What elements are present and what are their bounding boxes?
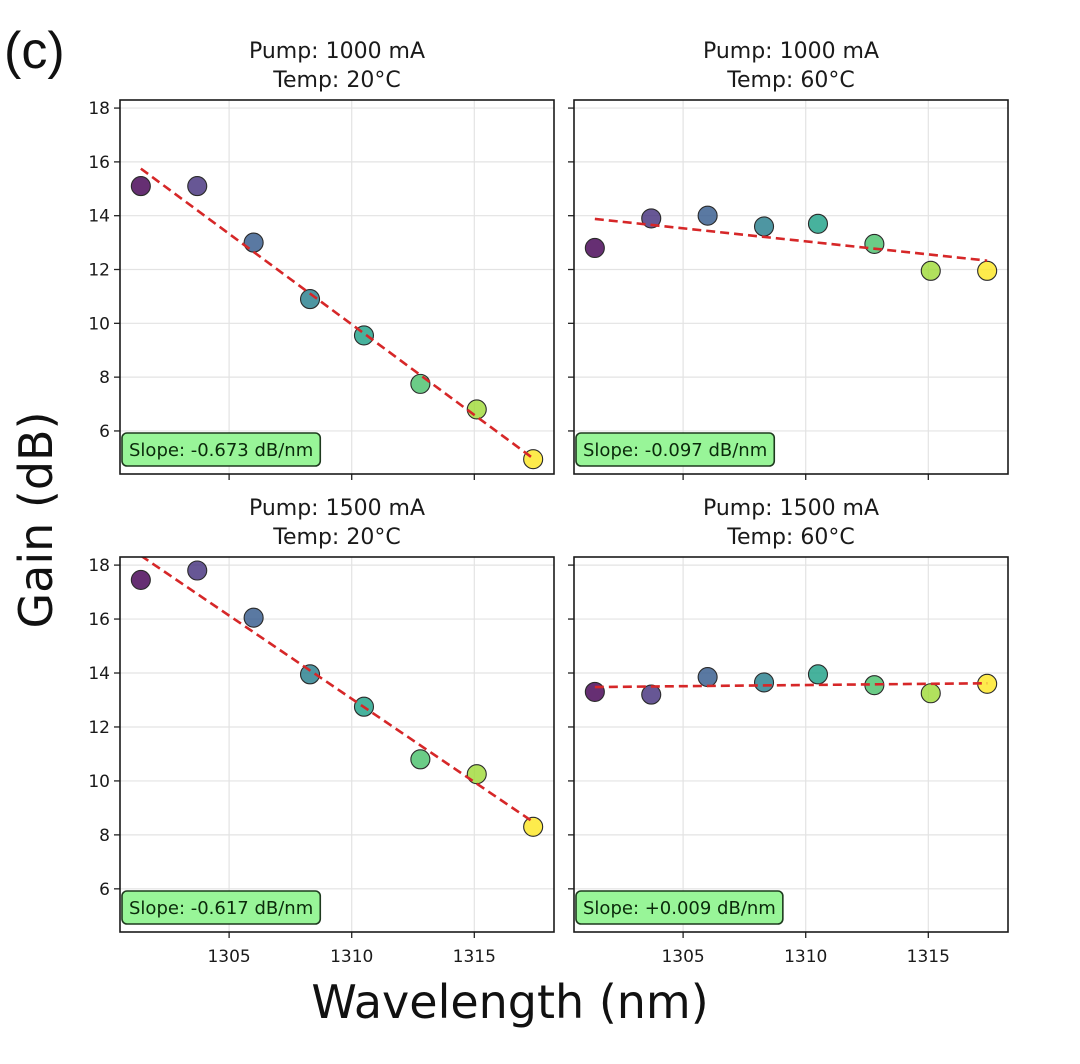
y-tick-label: 14 bbox=[88, 207, 110, 227]
data-point bbox=[697, 205, 718, 226]
plot-background bbox=[574, 100, 1008, 474]
data-point bbox=[584, 681, 605, 702]
x-tick-label: 1310 bbox=[784, 947, 827, 967]
slope-box bbox=[121, 890, 322, 925]
data-point bbox=[299, 664, 321, 685]
y-tick-label: 16 bbox=[88, 610, 110, 630]
subplot-grid: 6 8 10 12 14 16 18 Pump: 1000 mA Temp: 20°C Slope… bbox=[88, 39, 1009, 967]
data-point bbox=[243, 232, 264, 253]
fit-line bbox=[140, 557, 534, 824]
x-tick-label: 1305 bbox=[661, 947, 704, 967]
panel-title-pump: Pump: 1000 mA bbox=[249, 39, 425, 64]
panel-title-temp: Temp: 60°C bbox=[726, 68, 854, 93]
y-tick-label: 18 bbox=[88, 99, 110, 119]
data-point bbox=[187, 560, 208, 581]
panel-title-temp: Temp: 20°C bbox=[272, 68, 400, 93]
data-point bbox=[753, 216, 775, 237]
data-point bbox=[753, 672, 775, 693]
subplot-pump1000-temp60: Pump: 1000 mA Temp: 60°C Slope: -0.097 dB/… bbox=[568, 39, 1009, 480]
slope-box bbox=[575, 432, 776, 467]
data-point bbox=[130, 569, 151, 590]
data-point bbox=[243, 607, 264, 628]
x-tick-label: 1305 bbox=[207, 947, 250, 967]
x-tick-label: 1310 bbox=[330, 947, 373, 967]
plot-background bbox=[120, 100, 554, 474]
data-point bbox=[977, 260, 998, 281]
y-tick-label: 12 bbox=[88, 261, 110, 281]
slope-annotation: Slope: -0.617 dB/nm bbox=[121, 890, 322, 925]
slope-annotation: Slope: +0.009 dB/nm bbox=[575, 890, 784, 925]
data-point bbox=[697, 667, 718, 688]
data-point bbox=[584, 237, 605, 259]
data-point bbox=[466, 399, 487, 420]
slope-annotation: Slope: -0.097 dB/nm bbox=[575, 432, 776, 467]
axes-frame bbox=[119, 99, 555, 475]
panel-title-temp: Temp: 20°C bbox=[272, 525, 400, 550]
data-point bbox=[410, 749, 431, 770]
y-tick-label: 10 bbox=[88, 772, 110, 792]
data-point bbox=[920, 260, 941, 281]
panel-title-temp: Temp: 60°C bbox=[726, 525, 854, 550]
axes-frame bbox=[119, 556, 555, 933]
y-tick-label: 12 bbox=[88, 718, 110, 738]
panel-title-pump: Pump: 1500 mA bbox=[249, 496, 425, 521]
slope-annotation: Slope: -0.673 dB/nm bbox=[121, 432, 322, 467]
x-axis-label: Wavelength (nm) bbox=[311, 975, 708, 1029]
data-point bbox=[466, 764, 487, 785]
plot-background bbox=[120, 557, 554, 932]
plot-content bbox=[130, 167, 544, 470]
y-tick-label: 14 bbox=[88, 664, 110, 684]
data-point bbox=[130, 176, 151, 197]
y-tick-label: 10 bbox=[88, 314, 110, 334]
data-point bbox=[410, 373, 431, 394]
data-point bbox=[920, 683, 941, 704]
plot-content bbox=[584, 205, 998, 281]
fit-line bbox=[594, 681, 988, 689]
y-tick-label: 6 bbox=[99, 422, 110, 442]
subplot-pump1500-temp60: 1305 1310 1315 Pump: 1500 mA Temp: 60°C Slope… bbox=[568, 496, 1009, 967]
y-tick-label: 8 bbox=[99, 368, 110, 388]
data-point bbox=[641, 208, 662, 229]
y-tick-label: 8 bbox=[99, 826, 110, 846]
fit-line bbox=[594, 217, 988, 262]
slope-text: Slope: -0.097 dB/nm bbox=[583, 440, 767, 461]
plot-background bbox=[574, 557, 1008, 932]
slope-text: Slope: +0.009 dB/nm bbox=[583, 898, 776, 919]
data-point bbox=[641, 684, 662, 705]
slope-box bbox=[121, 432, 322, 467]
slope-text: Slope: -0.617 dB/nm bbox=[129, 898, 313, 919]
subplot-pump1500-temp20: 1305 1310 1315 6 8 10 12 14 16 18 Pump: 1500 mA Tem… bbox=[88, 496, 555, 967]
y-tick-label: 16 bbox=[88, 153, 110, 173]
panel-title-pump: Pump: 1500 mA bbox=[703, 496, 879, 521]
data-point bbox=[187, 176, 208, 197]
x-tick-label: 1315 bbox=[907, 947, 950, 967]
data-point bbox=[807, 664, 829, 685]
fit-line bbox=[140, 167, 534, 460]
panel-letter: (c) bbox=[4, 22, 65, 80]
y-axis-label: Gain (dB) bbox=[9, 411, 63, 628]
panel-title-pump: Pump: 1000 mA bbox=[703, 39, 879, 64]
subplot-pump1000-temp20: 6 8 10 12 14 16 18 Pump: 1000 mA Temp: 20°C Slope… bbox=[88, 39, 555, 480]
plot-content bbox=[130, 557, 544, 837]
data-point bbox=[523, 816, 544, 837]
data-point bbox=[299, 289, 321, 310]
x-tick-label: 1315 bbox=[453, 947, 496, 967]
y-tick-label: 6 bbox=[99, 880, 110, 900]
slope-box bbox=[575, 890, 784, 925]
slope-text: Slope: -0.673 dB/nm bbox=[129, 440, 313, 461]
y-tick-label: 18 bbox=[88, 556, 110, 576]
axes-frame bbox=[573, 556, 1009, 933]
data-point bbox=[807, 213, 829, 234]
plot-content bbox=[584, 664, 998, 705]
axes-frame bbox=[573, 99, 1009, 475]
